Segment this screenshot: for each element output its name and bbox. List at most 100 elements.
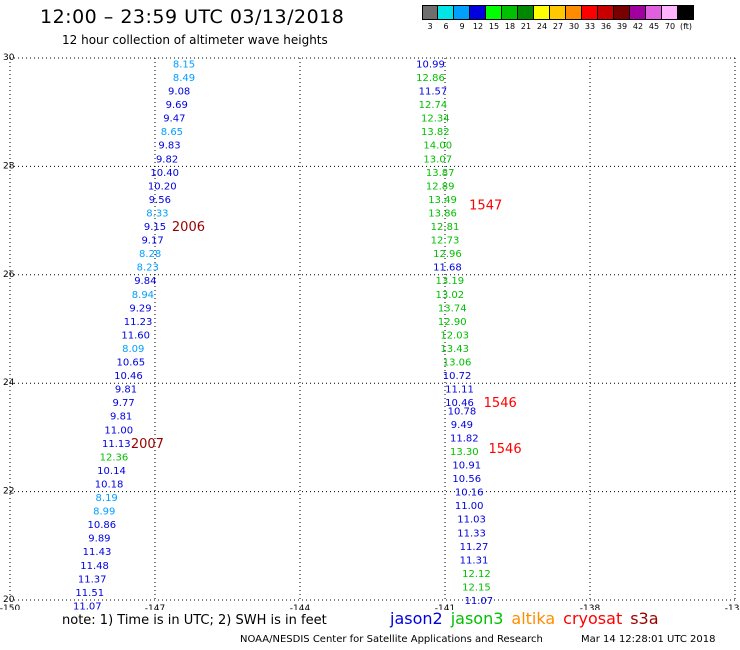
color-scale-label: 24 bbox=[536, 22, 548, 31]
color-scale-label: 30 bbox=[568, 22, 580, 31]
track-time-annotation: 1546 bbox=[489, 442, 522, 457]
color-scale-label: 18 bbox=[504, 22, 516, 31]
wave-height-label: 11.23 bbox=[124, 317, 153, 328]
wave-height-label: 11.00 bbox=[455, 501, 484, 512]
color-scale-swatch bbox=[518, 5, 534, 20]
wave-height-label: 12.89 bbox=[426, 181, 455, 192]
wave-height-label: 10.14 bbox=[97, 466, 126, 477]
wave-height-label: 10.86 bbox=[88, 520, 117, 531]
wave-height-label: 11.00 bbox=[104, 425, 133, 436]
wave-height-label: 9.56 bbox=[149, 195, 171, 206]
wave-height-label: 10.20 bbox=[148, 181, 177, 192]
wave-height-label: 10.99 bbox=[416, 59, 445, 70]
wave-height-label: 8.23 bbox=[137, 263, 159, 274]
wave-height-label: 11.27 bbox=[460, 542, 489, 553]
wave-height-label: 13.06 bbox=[443, 358, 472, 369]
wave-height-label: 11.37 bbox=[78, 574, 107, 585]
wave-height-label: 10.78 bbox=[448, 406, 477, 417]
color-scale-label: 36 bbox=[600, 22, 612, 31]
wave-height-label: 11.07 bbox=[465, 596, 494, 607]
wave-height-label: 8.19 bbox=[96, 493, 118, 504]
wave-height-label: 11.68 bbox=[433, 263, 462, 274]
wave-height-label: 8.49 bbox=[173, 73, 195, 84]
wave-height-label: 8.28 bbox=[139, 249, 161, 260]
wave-height-label: 9.81 bbox=[110, 412, 132, 423]
color-scale-label: 45 bbox=[648, 22, 660, 31]
y-tick-label: 24 bbox=[3, 378, 15, 388]
wave-height-label: 10.56 bbox=[452, 474, 481, 485]
wave-height-label: 10.72 bbox=[443, 371, 472, 382]
color-scale-label: 21 bbox=[520, 22, 532, 31]
color-scale-label: 39 bbox=[616, 22, 628, 31]
wave-height-label: 9.89 bbox=[88, 534, 110, 545]
wave-height-label: 13.43 bbox=[440, 344, 469, 355]
wave-height-label: 12.15 bbox=[462, 582, 491, 593]
y-tick-label: 20 bbox=[3, 595, 15, 605]
color-scale-swatch bbox=[566, 5, 582, 20]
wave-height-label: 13.02 bbox=[436, 290, 465, 301]
x-tick-label: -144 bbox=[290, 604, 311, 610]
wave-height-label: 8.09 bbox=[122, 344, 144, 355]
color-scale-label: (ft) bbox=[679, 22, 693, 31]
wave-height-label: 14.00 bbox=[423, 141, 452, 152]
color-scale-label: 6 bbox=[443, 22, 449, 31]
wave-height-label: 12.96 bbox=[433, 249, 462, 260]
wave-height-label: 9.82 bbox=[156, 154, 178, 165]
wave-height-label: 11.51 bbox=[75, 588, 104, 599]
color-scale-swatch bbox=[582, 5, 598, 20]
satellite-legend-item: jason2 bbox=[390, 609, 443, 628]
wave-height-label: 12.86 bbox=[416, 73, 445, 84]
wave-height-label: 8.99 bbox=[93, 507, 115, 518]
color-scale-swatch bbox=[646, 5, 662, 20]
wave-height-label: 11.57 bbox=[419, 87, 448, 98]
color-scale-swatch bbox=[630, 5, 646, 20]
color-scale-frame bbox=[422, 5, 694, 20]
wave-height-label: 13.87 bbox=[426, 168, 455, 179]
x-tick-label: -150 bbox=[0, 604, 20, 610]
color-scale-swatch bbox=[486, 5, 502, 20]
page-title: 12:00 – 23:59 UTC 03/13/2018 bbox=[40, 6, 345, 28]
wave-height-label: 12.90 bbox=[438, 317, 467, 328]
credit-line: NOAA/NESDIS Center for Satellite Applica… bbox=[240, 634, 543, 645]
color-scale-swatch bbox=[454, 5, 470, 20]
wave-height-label: 11.31 bbox=[460, 555, 489, 566]
generation-timestamp: Mar 14 12:28:01 UTC 2018 bbox=[581, 634, 716, 645]
wave-height-label: 8.33 bbox=[146, 208, 168, 219]
satellite-legend-item: s3a bbox=[630, 609, 659, 628]
wave-height-label: 10.46 bbox=[114, 371, 143, 382]
color-scale-swatch bbox=[422, 5, 438, 20]
page-subtitle: 12 hour collection of altimeter wave hei… bbox=[62, 33, 328, 47]
wave-height-label: 9.84 bbox=[134, 276, 156, 287]
wave-height-label: 13.86 bbox=[428, 208, 457, 219]
x-tick-label: -135 bbox=[725, 604, 740, 610]
wave-height-label: 9.69 bbox=[166, 100, 188, 111]
color-scale-label: 70 bbox=[664, 22, 676, 31]
wave-height-label: 10.18 bbox=[95, 479, 124, 490]
color-scale-swatch bbox=[662, 5, 678, 20]
color-scale-swatch bbox=[550, 5, 566, 20]
wave-height-label: 13.19 bbox=[436, 276, 465, 287]
wave-height-label: 9.83 bbox=[158, 141, 180, 152]
wave-height-label: 9.47 bbox=[163, 114, 185, 125]
wave-height-label: 10.16 bbox=[455, 488, 484, 499]
wave-height-label: 11.33 bbox=[457, 528, 486, 539]
wave-height-label: 12.34 bbox=[421, 114, 450, 125]
wave-height-label: 11.03 bbox=[457, 515, 486, 526]
track-time-annotation: 2007 bbox=[131, 437, 164, 452]
color-scale-label: 12 bbox=[472, 22, 484, 31]
wave-height-label: 11.13 bbox=[102, 439, 131, 450]
wave-height-label: 13.74 bbox=[438, 303, 467, 314]
track-time-annotation: 2006 bbox=[172, 220, 205, 235]
wave-height-label: 10.40 bbox=[150, 168, 179, 179]
color-scale-label: 42 bbox=[632, 22, 644, 31]
satellite-legend-item: cryosat bbox=[563, 609, 623, 628]
wave-height-label: 9.81 bbox=[115, 385, 137, 396]
wave-height-label: 12.74 bbox=[419, 100, 448, 111]
wave-height-label: 9.29 bbox=[129, 303, 151, 314]
x-tick-label: -147 bbox=[145, 604, 165, 610]
wave-height-label: 11.43 bbox=[83, 547, 112, 558]
x-tick-label: -141 bbox=[435, 604, 455, 610]
wave-height-label: 13.30 bbox=[450, 447, 479, 458]
color-scale-label: 9 bbox=[459, 22, 465, 31]
x-tick-label: -138 bbox=[580, 604, 601, 610]
